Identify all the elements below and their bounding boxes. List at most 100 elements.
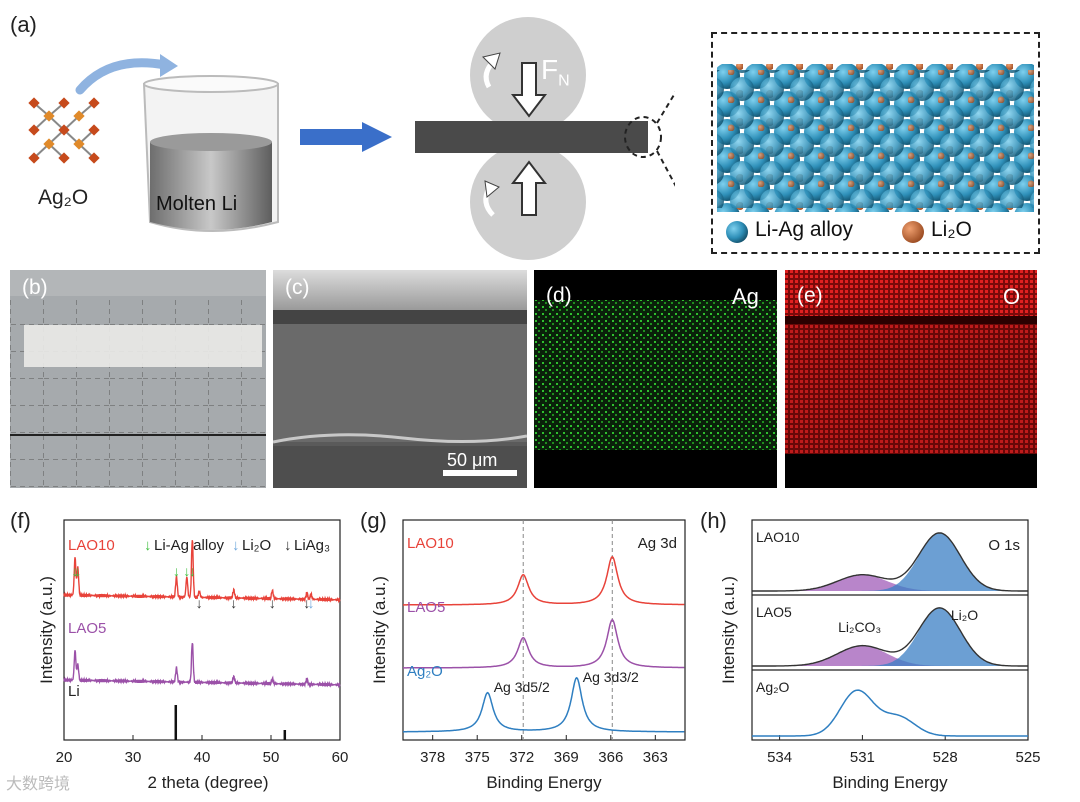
x-tick-label: 363 [643,749,668,766]
plot-frame [402,519,686,741]
x-tick-label: 531 [850,749,875,766]
o-eds-map-image [785,270,1037,488]
series-line [752,689,1028,737]
peak-marker-liag3: ↓ [269,595,276,611]
component-area-li2o [752,608,1028,666]
curved-arrow-icon [75,54,178,95]
series-line [403,676,685,733]
legend-label: LiAg₃ [294,537,330,554]
ag2o-lattice-icon [28,97,100,164]
x-tick-label: 528 [933,749,958,766]
peak-marker-liag3: ↓ [196,595,203,611]
panel-e-map: (e) O [785,270,1037,488]
series-line [403,555,685,606]
ag3d-xps-chart: 378 375 372 369 366 363 Binding Energy Intensit… [370,519,686,792]
panel-c-sem: (c) 50 μm [273,270,527,488]
element-label-ag: Ag [732,284,759,309]
xrd-chart: 20 30 40 50 60 2 theta (degree) Intensity (a.u… [37,519,349,792]
legend-arrow: ↓ [284,537,292,554]
panel-d-map: (d) Ag [534,270,777,488]
x-tick-label: 375 [465,749,490,766]
zoom-inset: Li-Ag alloy Li₂O [711,32,1040,254]
series-label: Ag₂O [407,663,443,680]
component-area-li2o [752,533,1028,591]
series-line-lao5 [63,642,341,689]
legend-alloy-label: Li-Ag alloy [755,218,854,241]
x-tick-label: 534 [767,749,792,766]
x-tick-label: 40 [194,749,211,766]
envelope-line [752,532,1028,592]
peak-marker-alloy: ↓ [74,563,81,579]
series-line-lao10 [63,540,341,604]
series-line [403,618,685,669]
alloy-structure-image [713,64,1038,252]
peak-marker-alloy: ↓ [72,563,79,579]
annotation-3d52: Ag 3d5/2 [494,679,550,695]
element-label-o: O [1003,284,1021,309]
series-label: LAO10 [407,535,454,552]
panel-label-h: (h) [700,508,727,533]
legend-arrow: ↓ [232,537,240,554]
x-tick-label: 50 [263,749,280,766]
peak-marker-liag3: ↓ [230,595,237,611]
force-label: FN [541,54,570,90]
peak-marker-alloy: ↓ [173,563,180,579]
panel-label-d: (d) [546,284,572,307]
peak-marker-alloy: ↓ [183,563,190,579]
foil-photo-image [10,270,266,488]
component-label-li2o: Li₂O [951,607,978,623]
chart-title: O 1s [988,537,1020,554]
x-axis-label: Binding Energy [832,773,948,792]
panel-label-f: (f) [10,508,31,533]
component-area-li2co3 [752,574,1028,591]
annotation-3d32: Ag 3d3/2 [583,669,639,685]
plot-frame [751,519,1029,741]
component-label-li2co3: Li₂CO₃ [838,619,881,635]
x-tick-label: 369 [554,749,579,766]
panel-label-g: (g) [360,508,387,533]
watermark: 大数跨境 [6,774,71,793]
molten-li-label: Molten Li [156,193,238,215]
process-arrow-icon [300,122,392,152]
panel-label-e: (e) [797,284,823,307]
scale-bar-label: 50 μm [447,450,498,470]
x-tick-label: 378 [420,749,445,766]
y-axis-label: Intensity (a.u.) [719,576,738,684]
legend-label: Li-Ag alloy [154,537,225,554]
x-tick-label: 372 [509,749,534,766]
panel-label-b: (b) [22,276,48,299]
x-tick-label: 20 [56,749,73,766]
envelope-line [752,607,1028,667]
legend-arrow: ↓ [144,537,152,554]
peak-marker-liag3: ↓ [303,595,310,611]
x-axis-label: 2 theta (degree) [148,773,269,792]
beaker-icon [142,75,279,232]
panel-label-c: (c) [285,276,310,299]
x-tick-label: 60 [332,749,349,766]
panel-b-photo: (b) [10,270,266,488]
x-tick-label: 525 [1015,749,1040,766]
x-tick-label: 366 [598,749,623,766]
series-label: LAO5 [756,604,792,620]
legend-oxide-label: Li₂O [931,218,972,241]
series-label: LAO10 [68,537,115,554]
series-label: LAO10 [756,529,800,545]
series-label: LAO5 [407,599,445,616]
series-label: Li [68,683,80,700]
rolling-press-diagram [415,17,675,260]
x-tick-label: 30 [125,749,142,766]
ag2o-label: Ag₂O [38,186,89,209]
y-axis-label: Intensity (a.u.) [370,576,389,684]
peak-marker-alloy: ↓ [189,563,196,579]
series-label: Ag₂O [756,679,790,695]
ag-eds-map-image [534,270,777,488]
o1s-xps-chart: 534 531 528 525 Binding Energy Intensity (a.u… [719,519,1041,792]
series-label: LAO5 [68,620,106,637]
sem-cross-section-image [273,270,527,488]
x-axis-label: Binding Energy [486,773,602,792]
peak-marker-li2o: ↓ [308,595,315,611]
legend-label: Li₂O [242,537,271,554]
panel-label-a: (a) [10,12,37,37]
chart-title: Ag 3d [638,535,677,552]
y-axis-label: Intensity (a.u.) [37,576,56,684]
